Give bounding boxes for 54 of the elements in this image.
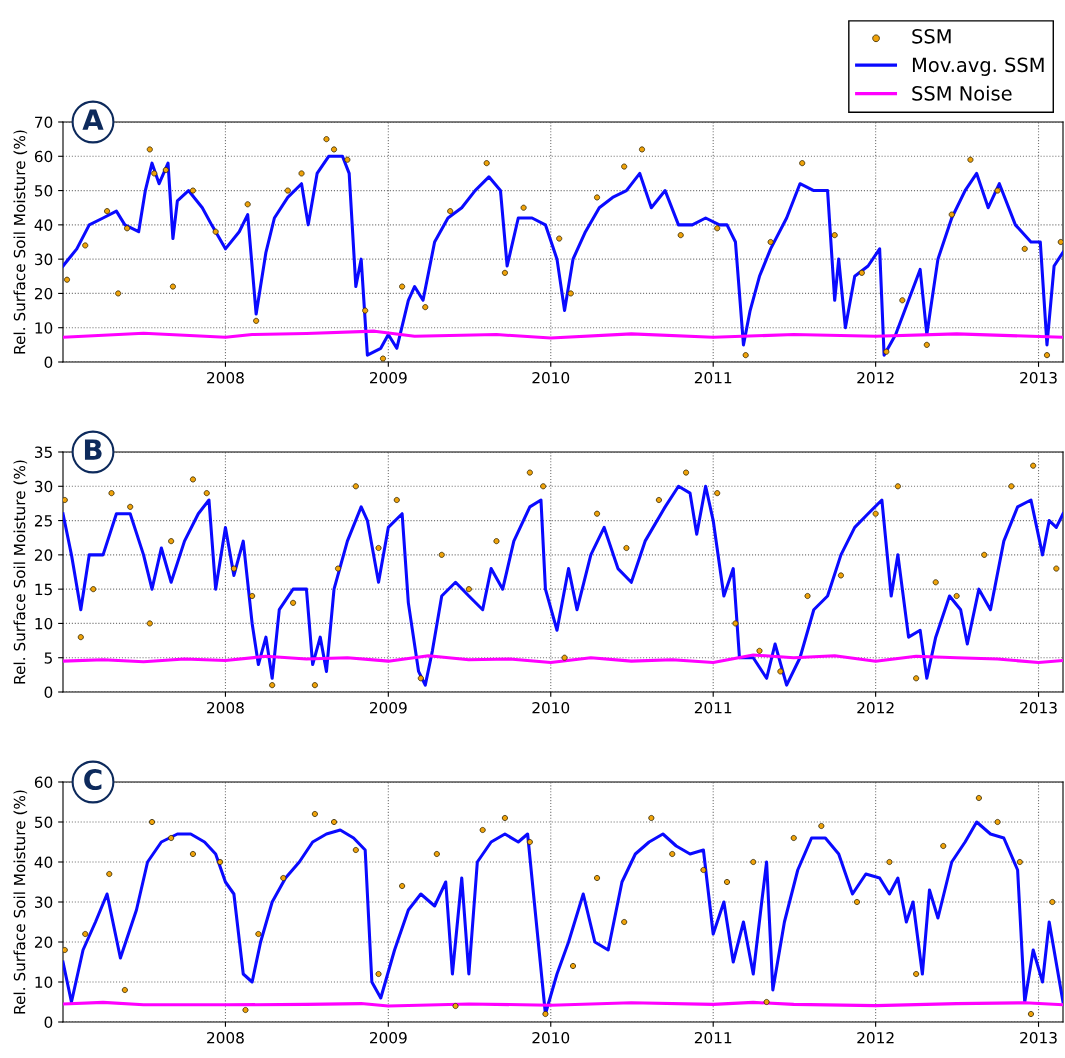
legend-label: SSM <box>912 28 951 44</box>
line-series <box>63 329 1063 340</box>
line-series <box>63 154 1063 357</box>
y-tick-label: 40 <box>34 856 53 869</box>
x-tick-label: 2012 <box>857 371 894 384</box>
y-tick-label: 10 <box>35 322 53 334</box>
x-tick-label: 2009 <box>370 701 407 714</box>
y-tick-label: 0 <box>44 1016 53 1029</box>
y-tick-label: 50 <box>35 816 53 829</box>
y-tick-label: 5 <box>44 652 52 664</box>
line-series <box>63 653 1063 665</box>
x-tick-label: 2009 <box>370 371 407 384</box>
y-tick-label: 30 <box>35 480 53 493</box>
y-tick-label: 60 <box>34 776 53 789</box>
y-tick-label: 20 <box>34 549 53 561</box>
y-tick-label: 70 <box>35 116 53 129</box>
x-tick-label: 2010 <box>532 1031 570 1044</box>
x-tick-label: 2011 <box>694 701 732 714</box>
y-tick-label: 0 <box>44 356 53 369</box>
y-tick-label: 35 <box>35 446 52 459</box>
y-axis-title: Rel. Surface Soil Moisture (%) <box>13 460 28 684</box>
y-tick-label: 10 <box>35 617 53 630</box>
y-tick-label: 60 <box>34 150 53 163</box>
x-tick-label: 2008 <box>207 371 244 384</box>
y-tick-label: 20 <box>34 936 53 949</box>
x-tick-label: 2010 <box>532 701 570 714</box>
y-tick-label: 30 <box>35 896 53 909</box>
chart-title: A <box>82 109 104 130</box>
y-tick-label: 20 <box>34 287 53 300</box>
x-tick-label: 2013 <box>1020 701 1057 714</box>
line-series <box>63 484 1063 687</box>
chart-title: C <box>84 769 102 791</box>
x-tick-label: 2008 <box>207 701 244 714</box>
y-tick-label: 25 <box>34 515 52 527</box>
x-tick-label: 2009 <box>370 1031 407 1044</box>
y-tick-label: 50 <box>35 185 53 197</box>
x-tick-label: 2013 <box>1020 371 1057 384</box>
x-tick-label: 2008 <box>207 1031 244 1044</box>
y-tick-label: 0 <box>44 686 53 699</box>
y-tick-label: 30 <box>35 253 53 266</box>
x-tick-label: 2011 <box>694 371 732 384</box>
x-tick-label: 2011 <box>694 1031 732 1044</box>
x-tick-label: 2012 <box>857 701 894 714</box>
x-tick-label: 2012 <box>857 1031 894 1044</box>
x-tick-label: 2013 <box>1020 1031 1057 1044</box>
chart-title: B <box>84 439 102 460</box>
y-tick-label: 15 <box>35 583 52 596</box>
legend-label: SSM Noise <box>912 85 1012 101</box>
y-tick-label: 40 <box>34 219 53 231</box>
y-axis-title: Rel. Surface Soil Moisture (%) <box>13 130 28 354</box>
y-axis-title: Rel. Surface Soil Moisture (%) <box>13 790 28 1014</box>
x-tick-label: 2010 <box>532 371 570 384</box>
y-tick-label: 10 <box>35 976 53 989</box>
legend-label: Mov.avg. SSM <box>912 57 1044 76</box>
